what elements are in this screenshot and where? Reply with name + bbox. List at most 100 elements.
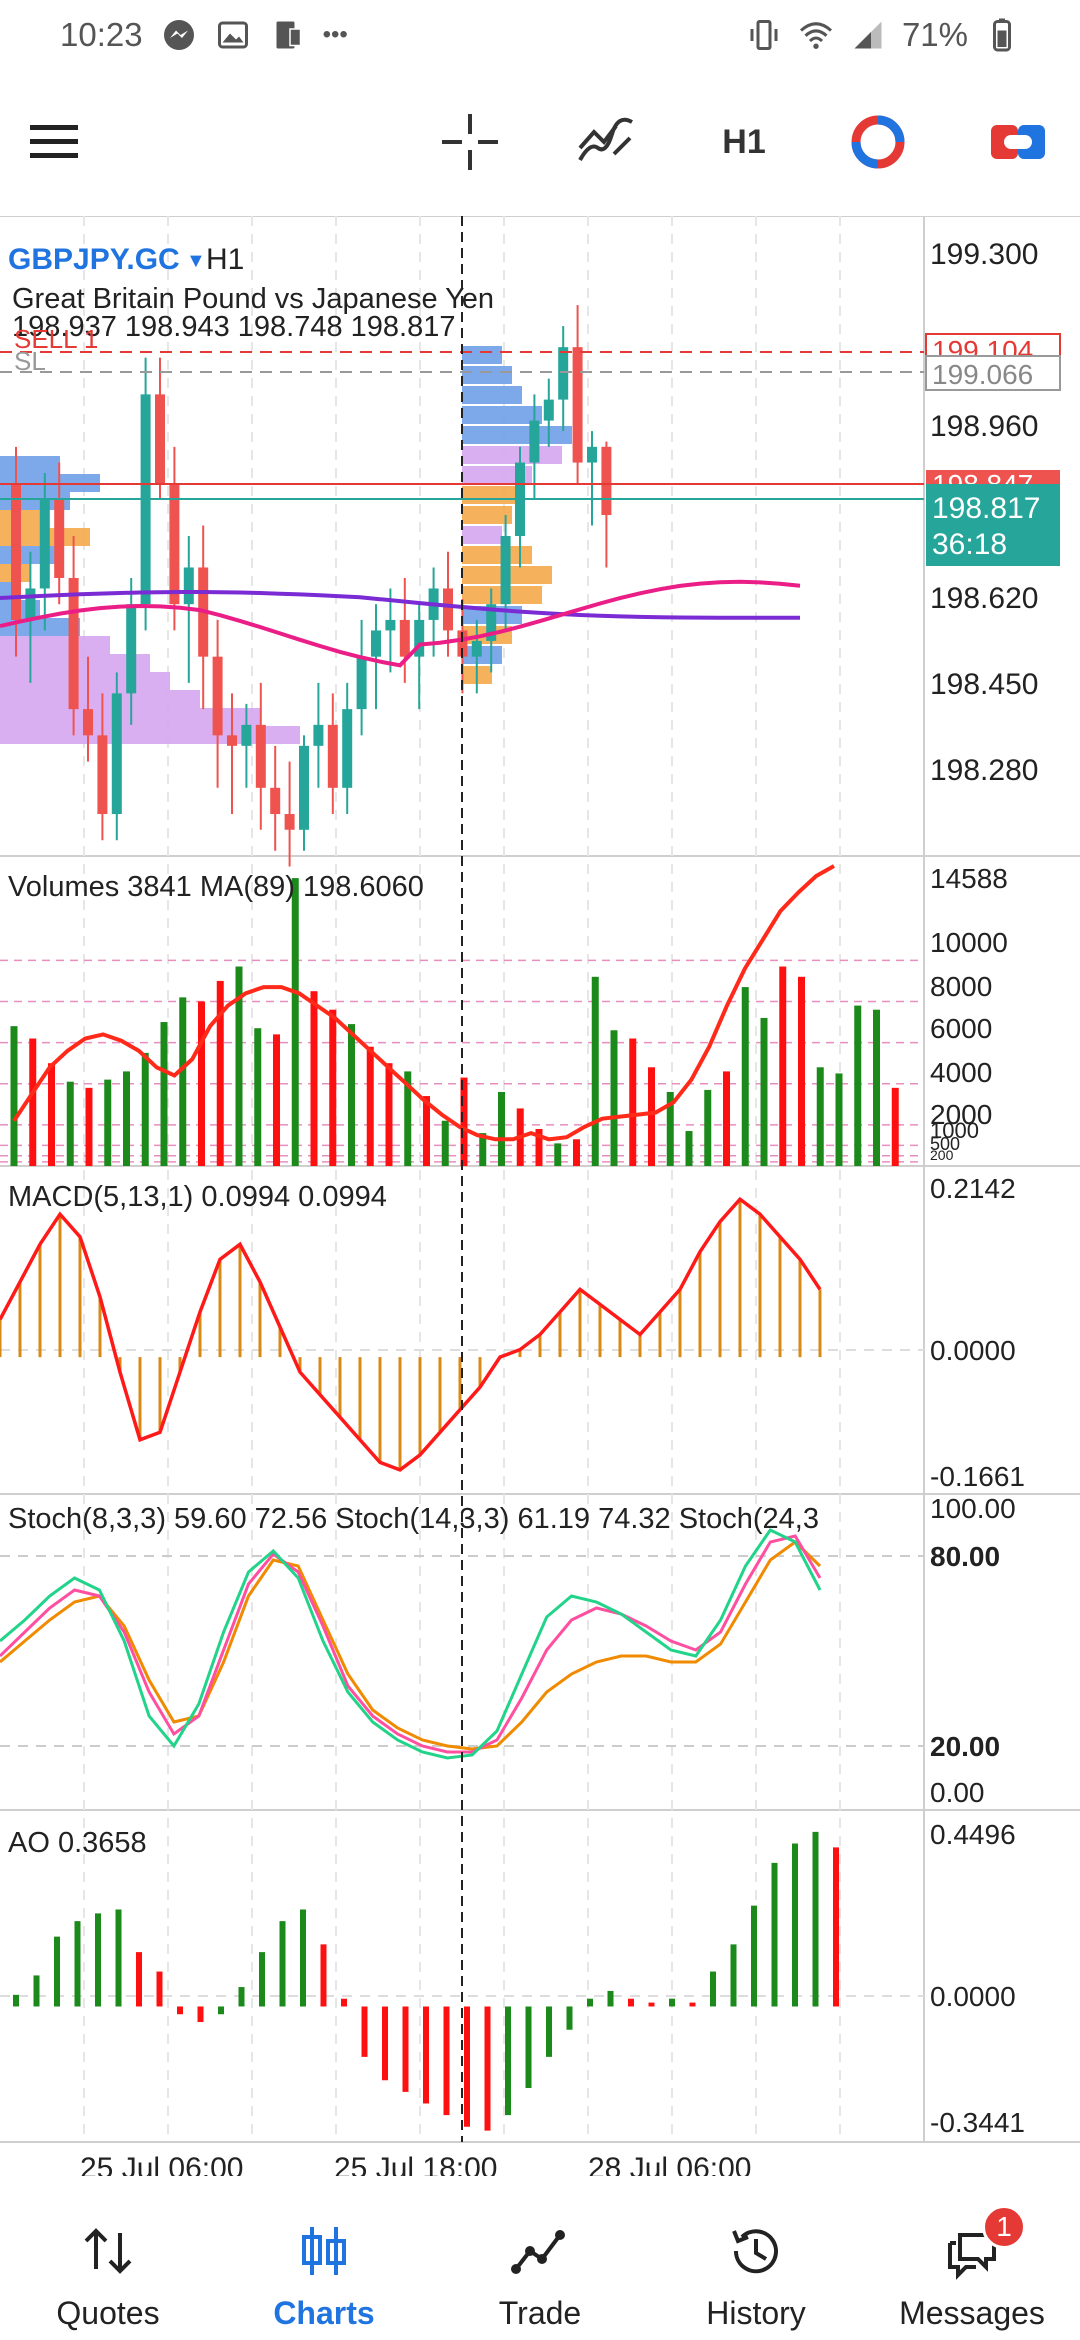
volume-tick: 1000 <box>930 1118 979 1143</box>
battery-percent: 71% <box>901 16 968 53</box>
bar-countdown: 36:18 <box>932 528 1007 561</box>
trade-toggle-icon <box>991 125 1045 159</box>
volume-bar <box>329 1009 337 1166</box>
candle-body <box>39 499 50 589</box>
symbol-dropdown-icon[interactable]: ▼ <box>186 250 206 272</box>
sl-price-tag[interactable]: 199.066 <box>925 355 1061 391</box>
wifi-icon <box>799 22 832 49</box>
gallery-icon <box>217 21 248 49</box>
crosshair-icon <box>442 114 498 170</box>
price-pane[interactable]: GBPJPY.GC ▼ H1 Great Britain Pound vs Ja… <box>0 238 1061 867</box>
hamburger-icon <box>30 125 78 158</box>
status-time: 10:23 <box>60 16 143 53</box>
vertical-gridlines <box>83 216 841 2142</box>
volume-tick: 8000 <box>930 971 992 1002</box>
nav-label: History <box>706 2295 806 2331</box>
candle-body <box>126 604 137 694</box>
volume-bar <box>648 1067 655 1166</box>
stochastic-pane[interactable]: Stoch(8,3,3) 59.60 72.56 Stoch(14,3,3) 6… <box>0 1493 1016 1808</box>
time-axis: 25 Jul 06:00 25 Jul 18:00 28 Jul 06:00 <box>80 2152 751 2176</box>
volume-bar <box>198 1001 205 1166</box>
sell-order-label[interactable]: SELL 1 <box>14 324 98 354</box>
candle-body <box>97 735 108 815</box>
volume-bar <box>310 991 318 1166</box>
volume-tick: 4000 <box>930 1057 992 1088</box>
volume-profile-bar <box>0 690 200 708</box>
candle-body <box>399 619 410 657</box>
stoch-line-pink <box>0 1534 822 1754</box>
nav-label: Charts <box>273 2295 375 2331</box>
price-tick: 198.960 <box>930 410 1038 443</box>
volume-bar <box>460 1077 468 1166</box>
candle-body <box>500 536 511 605</box>
charts-icon <box>302 2227 346 2275</box>
volume-profile-bar <box>462 486 522 504</box>
volume-profile-bar <box>462 646 502 664</box>
crosshair-button[interactable] <box>438 110 502 174</box>
candle-body <box>558 347 569 400</box>
nav-quotes[interactable]: Quotes <box>0 2185 216 2340</box>
signal-icon <box>854 21 882 49</box>
volume-bar <box>479 1133 487 1166</box>
volume-bar <box>48 1063 55 1166</box>
pane-borders <box>0 216 1080 2143</box>
candle-body <box>111 693 122 815</box>
volume-profile-bar <box>0 708 260 726</box>
menu-button[interactable] <box>24 110 84 174</box>
nav-history[interactable]: History <box>648 2185 864 2340</box>
nav-trade[interactable]: Trade <box>432 2185 648 2340</box>
candle-body <box>371 630 381 657</box>
volume-bar <box>854 1005 862 1166</box>
sl-label[interactable]: SL <box>14 346 46 376</box>
volume-bar <box>779 966 787 1166</box>
volume-profile-bar <box>0 636 110 654</box>
candle-body <box>457 630 468 657</box>
candle-body <box>313 724 324 746</box>
trade-icon <box>511 2230 565 2274</box>
volume-bar <box>835 1073 843 1166</box>
awesome-oscillator-pane[interactable]: AO 0.3658 0.4496 0.0000 -0.3441 <box>0 1819 1025 2138</box>
chart-area[interactable]: GBPJPY.GC ▼ H1 Great Britain Pound vs Ja… <box>0 216 1080 2176</box>
volume-bar <box>741 987 749 1166</box>
one-click-trading-button[interactable] <box>846 110 910 174</box>
stoch-tick: 20.00 <box>930 1731 1000 1762</box>
candle-body <box>414 619 425 657</box>
price-axis: 199.300 198.960 198.620 198.450 198.280 <box>930 238 1038 787</box>
volume-bar <box>873 1009 880 1166</box>
macd-header: MACD(5,13,1) 0.0994 0.0994 <box>8 1181 387 1213</box>
volume-bar <box>535 1128 543 1166</box>
volume-bar <box>498 1091 505 1166</box>
nav-charts[interactable]: Charts <box>216 2185 432 2340</box>
volume-bar <box>404 1071 412 1166</box>
volume-bar <box>554 1143 562 1166</box>
timeframe-button[interactable]: H1 <box>722 122 766 161</box>
nav-messages[interactable]: Messages 1 <box>864 2185 1080 2340</box>
symbol-name[interactable]: GBPJPY.GC <box>8 243 180 276</box>
candle-body <box>587 446 597 463</box>
candle-body <box>54 499 65 578</box>
ao-header: AO 0.3658 <box>8 1827 147 1859</box>
candle-body <box>385 619 396 631</box>
indicators-button[interactable] <box>574 110 638 174</box>
volume-profile-bar <box>462 346 502 364</box>
volume-tick: 10000 <box>930 927 1008 958</box>
macd-pane[interactable]: MACD(5,13,1) 0.0994 0.0994 0.2142 0.0000… <box>0 1173 1025 1492</box>
volume-bar <box>291 878 299 1166</box>
stoch-axis: 100.00 80.00 20.00 0.00 <box>930 1493 1016 1808</box>
volume-bar <box>104 1079 112 1166</box>
notification-app-icon <box>276 21 301 49</box>
volumes-header: Volumes 3841 MA(89) 198.6060 <box>8 871 424 903</box>
volume-profile-bar <box>0 726 300 744</box>
price-tick: 199.300 <box>930 238 1038 271</box>
volume-bar <box>66 1081 74 1166</box>
trade-button[interactable] <box>986 110 1050 174</box>
time-tick: 25 Jul 06:00 <box>80 2152 243 2176</box>
volume-bar <box>179 997 187 1166</box>
volume-profile-bar <box>462 446 562 464</box>
time-tick: 28 Jul 06:00 <box>588 2152 751 2176</box>
candle-body <box>241 724 252 746</box>
volume-bar <box>254 1028 262 1166</box>
moving-average-purple <box>0 590 801 620</box>
macd-axis: 0.2142 0.0000 -0.1661 <box>930 1173 1025 1492</box>
candle-body <box>443 588 453 631</box>
